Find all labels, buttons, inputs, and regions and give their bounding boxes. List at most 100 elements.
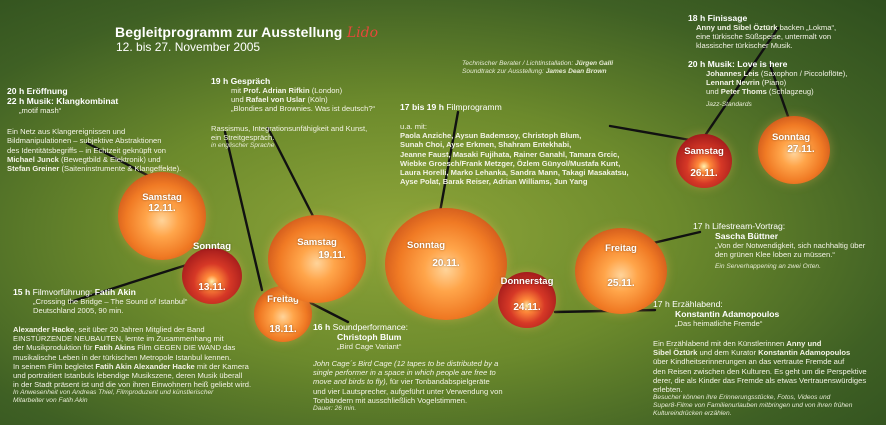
text-line: eine türkische Süßspeise, untermalt von: [696, 32, 832, 42]
text-line: des Identitätsbegriffs – in Echtzeit gek…: [7, 145, 167, 155]
lantern-samstag-26: Samstag 26.11.: [676, 134, 732, 188]
note: Dauer: 26 min.: [313, 405, 357, 413]
event-time: 17 bis 19 h: [400, 102, 444, 112]
text-line: EINSTÜRZENDE NEUBAUTEN, lernte im Zusamm…: [13, 334, 224, 344]
text-line: (Bewegtbild & Elektronik) und: [61, 154, 161, 164]
note: Besucher können ihre Erinnerungsstücke, …: [653, 394, 831, 402]
event-lifestream: 17 h Lifestream-Vortrag: Sascha Büttner …: [693, 221, 885, 271]
erzaehlabend-description: Ein Erzählabend mit den Künstlerinnen An…: [653, 339, 885, 418]
lantern-day: Sonntag: [407, 240, 445, 251]
event-time: 18 h Finissage: [688, 13, 748, 23]
lantern-date: 27.11.: [787, 144, 815, 155]
performer-name: Lennart Nevrin: [706, 78, 760, 88]
event-finissage: 18 h Finissage Anny und Sibel Öztürk bac…: [688, 13, 884, 51]
text-line: Film GEGEN DIE WAND das: [137, 343, 236, 353]
performer-name: Fatih Akin Alexander Hacke: [95, 361, 195, 371]
credit-label: Soundtrack zur Ausstellung:: [462, 68, 544, 75]
credit-name: James Dean Brown: [545, 68, 607, 75]
text-line: (Piano): [761, 78, 787, 88]
note: Kultureindrücken erzählen.: [653, 410, 732, 418]
performer-name: Sibel Öztürk: [653, 348, 698, 358]
text-line: über Kindheitserinnerungen an das vertra…: [653, 357, 845, 367]
lantern-day: Freitag: [267, 294, 299, 305]
text-line: mit: [231, 86, 242, 95]
performer-name: Stefan Greiner: [7, 164, 60, 174]
text-line: in der Stadt präsent ist und die von ihr…: [13, 380, 252, 390]
text-line: John Cage´s Bird Cage (12 tapes to be di…: [313, 359, 499, 368]
lido-logo: Lido: [346, 25, 379, 41]
text-line: klassischer türkischer Musik.: [696, 41, 793, 51]
event-description: Ein Netz aus Klangereignissen und Bildma…: [7, 127, 207, 173]
page-title: Begleitprogramm zur Ausstellung: [115, 24, 343, 40]
text-line: Deutschland 2005, 90 min.: [33, 306, 124, 316]
text-line: derer, die als Kinder das Fremde als etw…: [653, 375, 867, 385]
credits: Technischer Berater / Lichtinstallation:…: [462, 60, 613, 76]
event-time: 20 h Eröffnung: [7, 86, 68, 96]
event-title: Love is here: [737, 59, 788, 69]
lantern-day: Samstag: [684, 146, 724, 157]
event-time: 19 h Gespräch: [211, 76, 271, 86]
text-line: ein Streitgespräch.: [211, 132, 275, 142]
performer-name: Anny und: [786, 339, 822, 348]
lantern-sonntag-27: Sonntag 27.11.: [758, 116, 830, 184]
text-line: und vier Lautsprecher, aufgeführt unter …: [313, 386, 503, 396]
exhibition-dates: 12. bis 27. November 2005: [116, 40, 261, 54]
lantern-date: 24.11.: [513, 302, 541, 313]
text-line: Wiebke Groesch/Frank Metzger, Özlem Güny…: [400, 158, 621, 168]
text-line: Bildmanipulationen – subjektive Abstrakt…: [7, 136, 162, 146]
event-soundperformance: 16 h Soundperformance: Christoph Blum „B…: [313, 322, 513, 351]
lantern-sonntag-20: Sonntag 20.11.: [385, 208, 507, 320]
note: Ein Serverhappening an zwei Orten.: [715, 263, 821, 271]
event-title: den grünen Klee loben zu müssen.“: [715, 250, 835, 260]
line-gespraech: [223, 130, 264, 292]
event-love-is-here: 20 h Musik: Love is here Johannes Leis (…: [688, 59, 884, 109]
event-title: „Das heimatliche Fremde“: [675, 319, 763, 328]
lantern-day: Sonntag: [193, 241, 231, 252]
line-filmprogramm: [438, 110, 460, 214]
performer-name: Johannes Leis: [706, 69, 759, 78]
credit-label: Technischer Berater / Lichtinstallation:: [462, 60, 574, 67]
event-time: 17 h Erzählabend:: [653, 299, 723, 309]
line-finissage: [700, 26, 780, 142]
text-line: u.a. mit:: [400, 122, 428, 131]
line-love-is-here: [768, 63, 792, 124]
event-label: Soundperformance:: [332, 322, 409, 332]
lantern-date: 25.11.: [607, 278, 635, 289]
text-line: Rassismus, Integrationsunfähigkeit and K…: [211, 123, 368, 133]
performer-name: Alexander Hacke: [13, 325, 75, 334]
lantern-date: 18.11.: [269, 324, 297, 335]
note: Mitarbeiter von Fatih Akin: [13, 397, 88, 405]
event-filmvorfuehrung: 15 h Filmvorführung: Fatih Akin „Crossin…: [13, 287, 233, 315]
credit-name: Jürgen Galli: [575, 60, 614, 67]
header: Begleitprogramm zur Ausstellung Lido: [115, 24, 378, 42]
event-title: „Crossing the Bridge – The Sound of Ista…: [33, 297, 188, 306]
text-line: single performer in a space in which peo…: [313, 368, 496, 378]
event-time: 20 h Musik:: [688, 59, 735, 69]
lantern-day: Samstag: [142, 192, 182, 203]
performer-name: Anny und Sibel Öztürk: [696, 23, 778, 32]
performer-name: Fatih Akin: [94, 287, 136, 297]
text-line: In seinem Film begleitet: [13, 361, 94, 371]
event-erzaehlabend: 17 h Erzählabend: Konstantin Adamopoulos…: [653, 299, 885, 328]
lantern-sonntag-13: Sonntag 13.11.: [182, 241, 242, 304]
text-line: Sunah Choi, Ayse Erkmen, Shahram Entekha…: [400, 140, 572, 150]
artist-list: Paola Anziche, Aysun Bademsoy, Christoph…: [400, 131, 670, 186]
line-filmprogramm-2: [608, 124, 692, 142]
lantern-day: Samstag: [297, 237, 337, 248]
text-line: move and birds to fly): [313, 377, 386, 387]
event-title: „Blondies and Brownies. Was ist deutsch?…: [231, 104, 376, 114]
text-line: Jeanne Faust, Masaki Fujihata, Rainer Ga…: [400, 149, 620, 159]
note: in englischer Sprache: [211, 142, 275, 150]
event-title: „Von der Notwendigkeit, sich nachhaltig …: [715, 241, 866, 250]
lantern-date: 20.11.: [432, 258, 460, 269]
text-line: (London): [311, 86, 343, 95]
lantern-day: Donnerstag: [500, 276, 554, 287]
hacke-description: Alexander Hacke, seit über 20 Jahren Mit…: [13, 325, 303, 405]
performer-name: Konstantin Adamopoulos: [758, 348, 851, 358]
text-line: und portraitiert Istanbuls lebendige Mus…: [13, 371, 243, 381]
text-line: Paola Anziche, Aysun Bademsoy, Christoph…: [400, 131, 582, 141]
lantern-samstag-19: Samstag 19.11.: [268, 215, 366, 303]
text-line: und dem Kurator: [699, 348, 757, 358]
note: Jazz-Standards: [706, 100, 752, 108]
